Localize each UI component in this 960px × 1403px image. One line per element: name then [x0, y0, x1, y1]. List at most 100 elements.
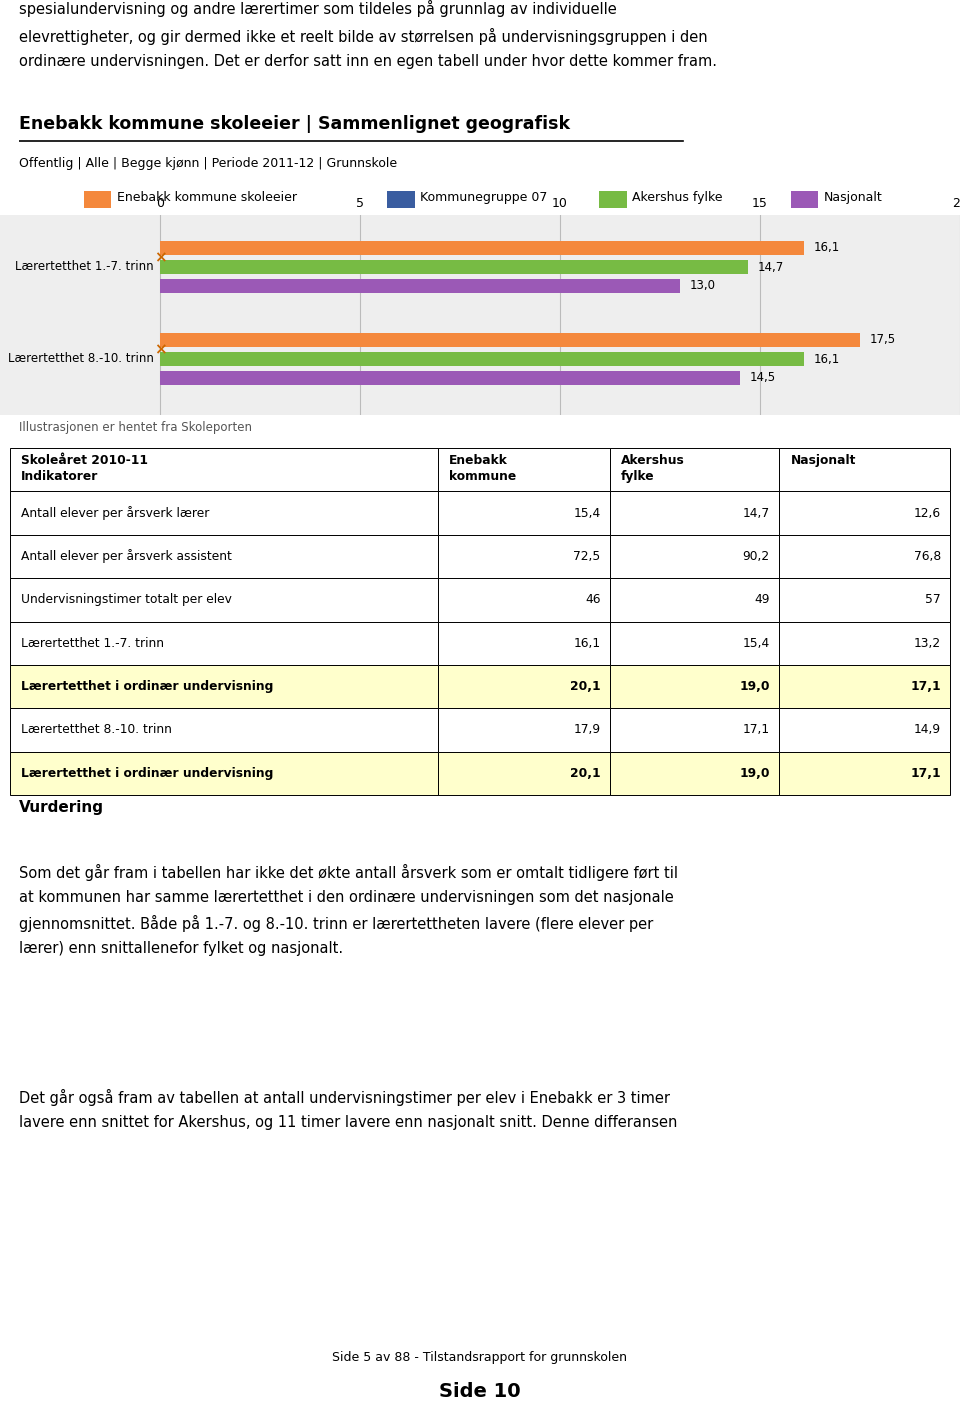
Text: Offentlig | Alle | Begge kjønn | Periode 2011-12 | Grunnskole: Offentlig | Alle | Begge kjønn | Periode… — [19, 157, 397, 170]
Text: 15,4: 15,4 — [573, 506, 600, 519]
Bar — [438, 665, 610, 709]
Bar — [84, 191, 111, 208]
Text: 16,1: 16,1 — [814, 352, 840, 366]
Text: Enebakk: Enebakk — [449, 453, 508, 467]
Text: Side 10: Side 10 — [439, 1382, 521, 1402]
Text: 14,7: 14,7 — [758, 261, 784, 274]
Text: 90,2: 90,2 — [743, 550, 770, 563]
Bar — [438, 578, 610, 622]
Text: Som det går fram i tabellen har ikke det økte antall årsverk som er omtalt tidli: Som det går fram i tabellen har ikke det… — [19, 864, 678, 955]
Bar — [780, 622, 950, 665]
Bar — [387, 191, 415, 208]
Bar — [10, 622, 438, 665]
Bar — [610, 491, 780, 535]
Text: Lærertetthet i ordinær undervisning: Lærertetthet i ordinær undervisning — [21, 767, 274, 780]
Bar — [10, 665, 438, 709]
Text: 16,1: 16,1 — [573, 637, 600, 650]
Text: 20,1: 20,1 — [570, 680, 600, 693]
Text: 49: 49 — [755, 593, 770, 606]
Text: 20,1: 20,1 — [570, 767, 600, 780]
Text: 46: 46 — [585, 593, 600, 606]
Text: Indikatorer: Indikatorer — [21, 470, 98, 483]
Text: 17,1: 17,1 — [910, 767, 941, 780]
Text: Akershus: Akershus — [621, 453, 684, 467]
Text: Lærertetthet 8.-10. trinn: Lærertetthet 8.-10. trinn — [8, 352, 154, 365]
Bar — [780, 709, 950, 752]
Text: spesialundervisning og andre lærertimer som tildeles på grunnlag av individuelle: spesialundervisning og andre lærertimer … — [19, 0, 717, 69]
Bar — [160, 279, 680, 293]
Bar — [160, 370, 740, 386]
Bar — [610, 448, 780, 491]
Text: 14,9: 14,9 — [914, 724, 941, 737]
Bar — [438, 535, 610, 578]
Bar — [610, 709, 780, 752]
Bar — [160, 352, 804, 366]
Text: Illustrasjonen er hentet fra Skoleporten: Illustrasjonen er hentet fra Skoleporten — [19, 421, 252, 434]
Text: Enebakk kommune skoleeier: Enebakk kommune skoleeier — [117, 191, 297, 205]
Text: 13,0: 13,0 — [690, 279, 716, 292]
Text: 13,2: 13,2 — [914, 637, 941, 650]
Bar — [791, 191, 818, 208]
Text: 14,5: 14,5 — [750, 372, 776, 384]
Text: kommune: kommune — [449, 470, 516, 483]
Bar — [780, 752, 950, 796]
Text: 17,1: 17,1 — [743, 724, 770, 737]
Bar — [780, 491, 950, 535]
Text: 15,4: 15,4 — [742, 637, 770, 650]
Text: ×: × — [154, 342, 166, 358]
Bar — [10, 709, 438, 752]
Bar — [780, 535, 950, 578]
Bar — [10, 535, 438, 578]
Text: 76,8: 76,8 — [914, 550, 941, 563]
Text: 17,1: 17,1 — [910, 680, 941, 693]
Bar — [10, 448, 438, 491]
Text: 12,6: 12,6 — [914, 506, 941, 519]
Text: 19,0: 19,0 — [739, 767, 770, 780]
Text: Nasjonalt: Nasjonalt — [790, 453, 855, 467]
Text: fylke: fylke — [621, 470, 655, 483]
Bar — [160, 260, 748, 274]
Bar — [438, 491, 610, 535]
Bar — [610, 535, 780, 578]
Text: 17,9: 17,9 — [573, 724, 600, 737]
Text: 57: 57 — [925, 593, 941, 606]
Text: Enebakk kommune skoleeier | Sammenlignet geografisk: Enebakk kommune skoleeier | Sammenlignet… — [19, 115, 570, 133]
Bar — [160, 241, 804, 255]
Bar — [438, 709, 610, 752]
Text: Antall elever per årsverk lærer: Antall elever per årsverk lærer — [21, 506, 209, 521]
Text: Antall elever per årsverk assistent: Antall elever per årsverk assistent — [21, 550, 231, 564]
Text: Lærertetthet i ordinær undervisning: Lærertetthet i ordinær undervisning — [21, 680, 274, 693]
Bar — [10, 578, 438, 622]
Text: 16,1: 16,1 — [814, 241, 840, 254]
Bar — [780, 578, 950, 622]
Text: 72,5: 72,5 — [573, 550, 600, 563]
Bar — [10, 752, 438, 796]
Text: 19,0: 19,0 — [739, 680, 770, 693]
Text: Undervisningstimer totalt per elev: Undervisningstimer totalt per elev — [21, 593, 231, 606]
Text: 17,5: 17,5 — [870, 334, 896, 347]
Text: Kommunegruppe 07: Kommunegruppe 07 — [420, 191, 547, 205]
Text: 14,7: 14,7 — [743, 506, 770, 519]
Bar — [438, 448, 610, 491]
Bar — [780, 665, 950, 709]
Text: Det går også fram av tabellen at antall undervisningstimer per elev i Enebakk er: Det går også fram av tabellen at antall … — [19, 1089, 678, 1129]
Bar — [610, 622, 780, 665]
Text: Vurdering: Vurdering — [19, 800, 105, 815]
Text: Akershus fylke: Akershus fylke — [632, 191, 723, 205]
Text: Skoleåret 2010-11: Skoleåret 2010-11 — [21, 453, 148, 467]
Text: Lærertetthet 8.-10. trinn: Lærertetthet 8.-10. trinn — [21, 724, 172, 737]
Bar — [10, 491, 438, 535]
Bar — [610, 752, 780, 796]
Bar — [599, 191, 627, 208]
Bar — [160, 333, 860, 347]
Text: Side 5 av 88 - Tilstandsrapport for grunnskolen: Side 5 av 88 - Tilstandsrapport for grun… — [332, 1351, 628, 1364]
Bar — [610, 578, 780, 622]
Text: Lærertetthet 1.-7. trinn: Lærertetthet 1.-7. trinn — [21, 637, 164, 650]
Bar — [610, 665, 780, 709]
Text: Nasjonalt: Nasjonalt — [824, 191, 882, 205]
Text: ×: × — [154, 250, 166, 265]
Bar — [780, 448, 950, 491]
Bar — [438, 752, 610, 796]
Text: Lærertetthet 1.-7. trinn: Lærertetthet 1.-7. trinn — [15, 260, 154, 272]
Bar — [438, 622, 610, 665]
